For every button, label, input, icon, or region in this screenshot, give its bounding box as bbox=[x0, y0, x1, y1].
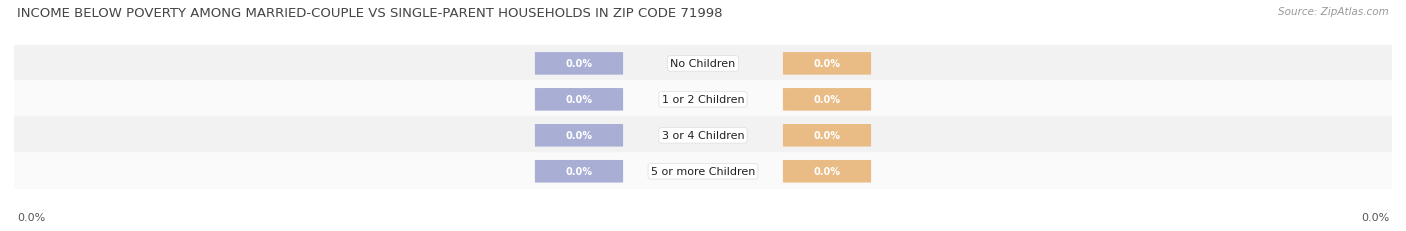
Text: 0.0%: 0.0% bbox=[565, 59, 592, 69]
Text: 0.0%: 0.0% bbox=[565, 95, 592, 105]
FancyBboxPatch shape bbox=[783, 125, 872, 147]
Text: 1 or 2 Children: 1 or 2 Children bbox=[662, 95, 744, 105]
Text: 0.0%: 0.0% bbox=[814, 131, 841, 141]
FancyBboxPatch shape bbox=[11, 45, 1395, 83]
FancyBboxPatch shape bbox=[534, 89, 623, 111]
Text: 5 or more Children: 5 or more Children bbox=[651, 167, 755, 176]
Text: 0.0%: 0.0% bbox=[814, 95, 841, 105]
Text: No Children: No Children bbox=[671, 59, 735, 69]
Text: 0.0%: 0.0% bbox=[565, 131, 592, 141]
FancyBboxPatch shape bbox=[534, 160, 623, 183]
FancyBboxPatch shape bbox=[783, 89, 872, 111]
Text: Source: ZipAtlas.com: Source: ZipAtlas.com bbox=[1278, 7, 1389, 17]
FancyBboxPatch shape bbox=[11, 81, 1395, 119]
Text: 3 or 4 Children: 3 or 4 Children bbox=[662, 131, 744, 141]
Text: 0.0%: 0.0% bbox=[1361, 212, 1389, 222]
FancyBboxPatch shape bbox=[11, 152, 1395, 191]
Text: 0.0%: 0.0% bbox=[814, 59, 841, 69]
Text: 0.0%: 0.0% bbox=[565, 167, 592, 176]
Text: 0.0%: 0.0% bbox=[814, 167, 841, 176]
FancyBboxPatch shape bbox=[11, 117, 1395, 155]
Text: 0.0%: 0.0% bbox=[17, 212, 45, 222]
FancyBboxPatch shape bbox=[783, 160, 872, 183]
Text: INCOME BELOW POVERTY AMONG MARRIED-COUPLE VS SINGLE-PARENT HOUSEHOLDS IN ZIP COD: INCOME BELOW POVERTY AMONG MARRIED-COUPL… bbox=[17, 7, 723, 20]
FancyBboxPatch shape bbox=[783, 53, 872, 75]
FancyBboxPatch shape bbox=[534, 53, 623, 75]
FancyBboxPatch shape bbox=[534, 125, 623, 147]
